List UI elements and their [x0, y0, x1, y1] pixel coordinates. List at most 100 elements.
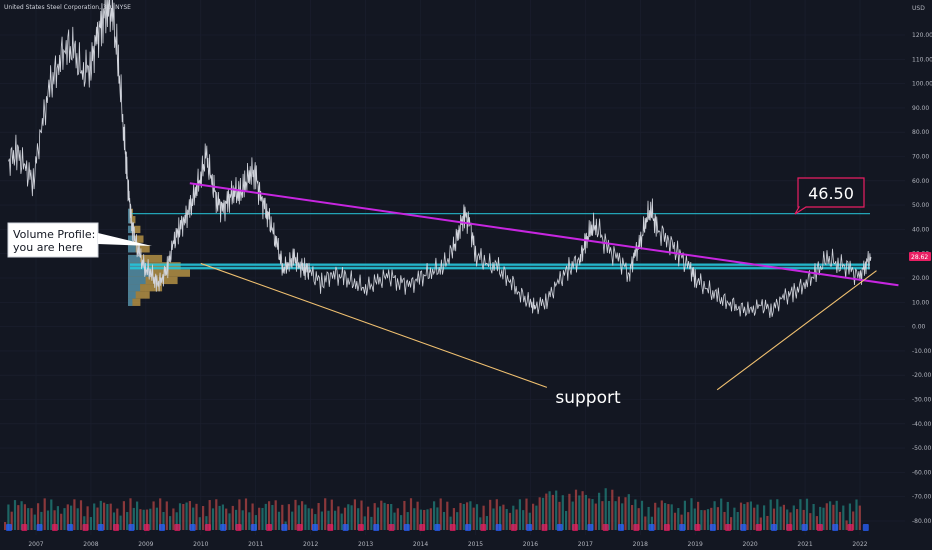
- volume-bar: [835, 500, 838, 530]
- volume-bar: [726, 501, 729, 530]
- earnings-marker: [250, 524, 257, 531]
- volume-bar: [667, 504, 670, 530]
- volume-bar: [584, 494, 587, 530]
- volume-bar: [442, 511, 446, 530]
- volume-bar: [27, 508, 30, 530]
- volume-bar: [228, 513, 231, 530]
- volume-bar: [512, 505, 515, 530]
- volume-bar: [343, 507, 347, 530]
- earnings-marker: [281, 524, 288, 531]
- earnings-marker: [771, 524, 777, 531]
- volume-bar: [581, 491, 584, 530]
- volume-bar: [172, 508, 175, 530]
- y-tick-label: 110.00: [912, 56, 932, 63]
- volume-bar: [611, 489, 614, 530]
- volume-bar: [211, 508, 215, 530]
- volume-bar: [644, 516, 647, 530]
- earnings-marker: [847, 524, 854, 531]
- volume-bar: [736, 512, 739, 530]
- earnings-marker: [663, 524, 670, 531]
- volume-bar: [640, 500, 644, 530]
- volume-bar: [116, 508, 119, 530]
- volume-bar: [122, 501, 125, 530]
- volume-bar: [462, 504, 465, 530]
- earnings-marker: [434, 524, 441, 531]
- x-tick-label: 2007: [28, 541, 43, 548]
- volume-bar: [287, 504, 290, 530]
- earnings-marker: [816, 524, 823, 531]
- volume-bar: [327, 510, 330, 530]
- price-series-line: [8, 0, 872, 318]
- volume-bar: [720, 498, 723, 530]
- volume-bar: [786, 509, 789, 530]
- volume-bar: [825, 503, 828, 530]
- earnings-marker: [862, 524, 869, 531]
- trendline-support-right: [716, 270, 877, 391]
- volume-bar: [159, 498, 162, 530]
- y-tick-label: -60.00: [912, 469, 932, 476]
- volume-bar: [769, 499, 772, 530]
- volume-bar: [30, 508, 33, 530]
- x-tick-label: 2009: [138, 541, 153, 548]
- volume-profile-line2: you are here: [13, 241, 83, 254]
- volume-bar: [310, 508, 314, 530]
- volume-bar: [307, 508, 310, 530]
- volume-bar: [551, 494, 554, 530]
- volume-bar: [235, 509, 238, 530]
- volume-bar: [739, 502, 743, 530]
- volume-profile-bar-value: [128, 269, 150, 277]
- volume-bar: [848, 503, 851, 530]
- volume-bar: [482, 505, 485, 530]
- volume-bar: [244, 498, 248, 530]
- volume-bar: [607, 500, 611, 530]
- volume-bar: [680, 514, 683, 530]
- volume-bar: [248, 512, 251, 530]
- volume-profile-bar-value: [128, 254, 141, 263]
- volume-bar: [650, 516, 653, 530]
- y-tick-label: 120.00: [912, 32, 932, 39]
- volume-bar: [809, 513, 812, 530]
- volume-bar: [733, 507, 736, 530]
- earnings-marker: [266, 524, 273, 531]
- volume-bar: [495, 499, 498, 530]
- volume-bar: [76, 508, 79, 530]
- volume-bar: [297, 505, 300, 530]
- volume-bar: [591, 499, 594, 530]
- level-zone: [130, 264, 870, 269]
- volume-bar: [403, 500, 406, 530]
- volume-profile-bar-value: [128, 208, 130, 217]
- volume-profile-line1: Volume Profile:: [13, 228, 95, 241]
- volume-bar: [205, 516, 208, 530]
- volume-bar: [215, 499, 218, 530]
- volume-bar: [456, 512, 459, 530]
- volume-bar: [716, 507, 719, 530]
- volume-bar: [73, 499, 76, 530]
- volume-bar: [805, 498, 809, 530]
- volume-bar: [152, 501, 155, 530]
- volume-bar: [819, 506, 822, 530]
- volume-bar: [86, 506, 89, 530]
- volume-bar: [723, 511, 726, 530]
- volume-profile-bar: [128, 254, 163, 263]
- volume-bar: [469, 501, 472, 530]
- volume-bar: [706, 509, 710, 530]
- volume-bar: [571, 501, 574, 530]
- volume-bar: [50, 499, 53, 530]
- volume-bar: [70, 505, 73, 530]
- current-price-value: 28.62: [911, 254, 928, 261]
- earnings-marker: [373, 524, 380, 531]
- earnings-marker: [312, 524, 318, 531]
- x-tick-label: 2020: [742, 541, 757, 548]
- earnings-marker: [449, 524, 456, 531]
- volume-bar: [472, 507, 475, 530]
- volume-bar: [838, 511, 842, 530]
- volume-bar: [815, 516, 818, 530]
- earnings-marker: [725, 524, 732, 531]
- volume-bar: [281, 504, 284, 530]
- volume-bar: [231, 505, 234, 530]
- volume-bar: [627, 494, 630, 530]
- volume-bar: [350, 505, 353, 530]
- volume-bar: [136, 501, 139, 530]
- volume-profile-bar-value: [128, 262, 147, 270]
